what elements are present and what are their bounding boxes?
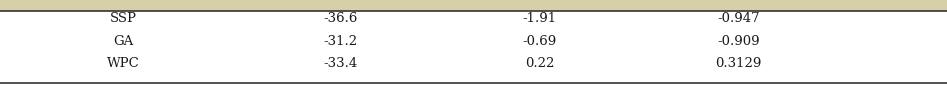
Text: 0.22: 0.22 bbox=[525, 57, 555, 70]
Text: WPC: WPC bbox=[107, 57, 139, 70]
Text: -0.909: -0.909 bbox=[717, 35, 760, 48]
Text: -36.6: -36.6 bbox=[324, 12, 358, 25]
FancyBboxPatch shape bbox=[0, 0, 947, 11]
Text: 0.3129: 0.3129 bbox=[716, 57, 761, 70]
Text: GA: GA bbox=[113, 35, 134, 48]
Text: SSP: SSP bbox=[110, 12, 136, 25]
Text: -31.2: -31.2 bbox=[324, 35, 358, 48]
Text: -0.947: -0.947 bbox=[717, 12, 760, 25]
Text: -0.69: -0.69 bbox=[523, 35, 557, 48]
Text: -33.4: -33.4 bbox=[324, 57, 358, 70]
Text: -1.91: -1.91 bbox=[523, 12, 557, 25]
